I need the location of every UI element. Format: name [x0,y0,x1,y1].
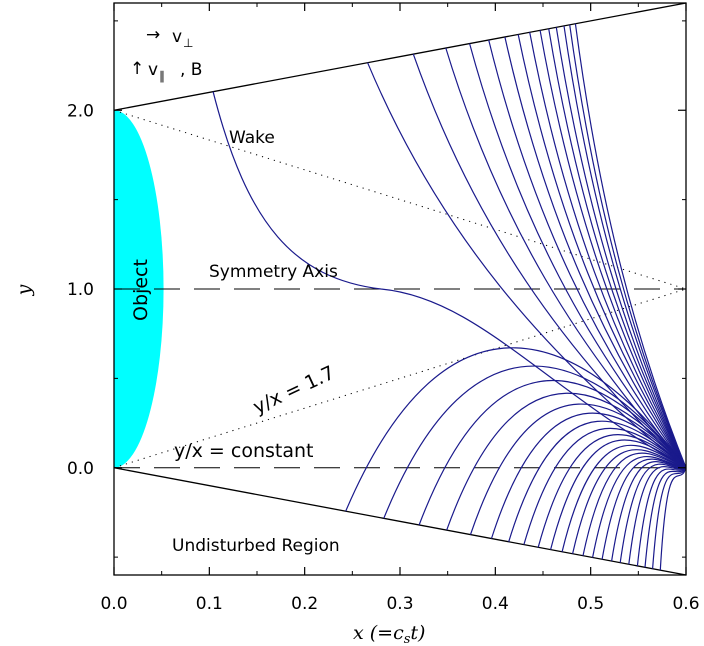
lower-boundary [113,467,687,576]
upper-boundary [113,2,687,111]
field-line-lower-5 [469,403,687,535]
field-line-upper-1 [212,91,687,469]
lower-dotted [113,288,687,469]
field-line-lower-1 [345,347,687,512]
v-par-field: , B [180,60,202,80]
field-line-upper-5 [469,43,687,469]
v-perp-symbol: v [172,27,182,47]
y-tick-label: 0.0 [67,459,94,479]
x-tick-label: 0.4 [482,594,509,614]
field-line-upper-4 [445,47,687,469]
field-line-upper-6 [488,39,687,469]
field-line-upper-2 [367,62,687,469]
field-line-lower-10 [550,439,687,550]
field-lines [212,23,687,571]
field-line-lower-12 [572,449,687,554]
field-line-lower-2 [383,365,687,519]
field-line-lower-16 [611,461,687,562]
axis-ticks: 0.0 0.1 0.2 0.3 0.4 0.5 0.6 0.0 1.0 2.0 [67,3,700,614]
v-perp-subscript: ⊥ [183,36,193,50]
v-par-subscript: ∥ [159,69,165,83]
x-tick-label: 0.5 [577,594,604,614]
y-tick-label: 2.0 [67,101,94,121]
x-axis-title: x (=cst) [353,622,425,646]
v-par-arrow: ↑ [130,59,144,79]
field-line-upper-10 [539,30,687,469]
reference-lines [113,2,687,576]
x-axis-title-main: x (=c [353,622,404,644]
field-line-lower-4 [446,392,687,531]
x-tick-label: 0.1 [196,594,223,614]
undisturbed-label: Undisturbed Region [172,536,340,556]
wake-label: Wake [229,128,275,148]
field-line-upper-13 [563,25,687,469]
x-tick-label: 0.3 [386,594,413,614]
field-line-lower-8 [523,427,687,545]
field-line-lower-14 [592,455,687,558]
field-line-upper-11 [548,28,687,469]
field-line-upper-8 [517,34,687,469]
field-line-lower-21 [652,467,687,569]
field-line-upper-3 [412,53,687,469]
field-line-lower-9 [537,434,687,548]
object-label: Object [130,259,152,321]
field-line-lower-20 [644,467,687,568]
ratio-label: y/x = 1.7 [250,362,338,419]
y-axis-title: y [13,284,35,296]
field-line-lower-6 [490,412,687,539]
x-tick-label: 0.6 [672,594,699,614]
svg-text:x (=cst): x (=cst) [353,622,425,646]
field-line-upper-7 [504,36,687,469]
field-line-lower-11 [561,444,687,552]
field-line-lower-22 [659,467,687,571]
field-line-lower-19 [636,467,687,566]
v-par-symbol: v [148,60,158,80]
field-line-upper-9 [529,32,687,469]
field-line-lower-3 [418,379,687,526]
field-line-lower-7 [508,420,687,542]
velocity-key: → v ⊥ ↑ v ∥ , B [130,25,202,83]
field-line-upper-12 [555,27,687,469]
x-axis-title-sub: s [404,632,411,646]
field-line-upper-15 [574,23,687,469]
field-line-lower-13 [582,452,687,556]
field-line-upper-14 [569,24,687,469]
field-line-lower-15 [601,458,687,560]
upper-dotted [113,109,687,290]
symmetry-axis-label: Symmetry Axis [209,262,338,282]
constant-label: y/x = constant [174,440,314,462]
x-axis-title-tail: t) [410,622,425,644]
x-tick-label: 0.0 [100,594,127,614]
field-line-lower-17 [619,463,687,563]
field-line-lower-18 [628,465,687,565]
y-tick-label: 1.0 [67,280,94,300]
x-tick-label: 0.2 [291,594,318,614]
v-perp-arrow: → [146,25,160,45]
